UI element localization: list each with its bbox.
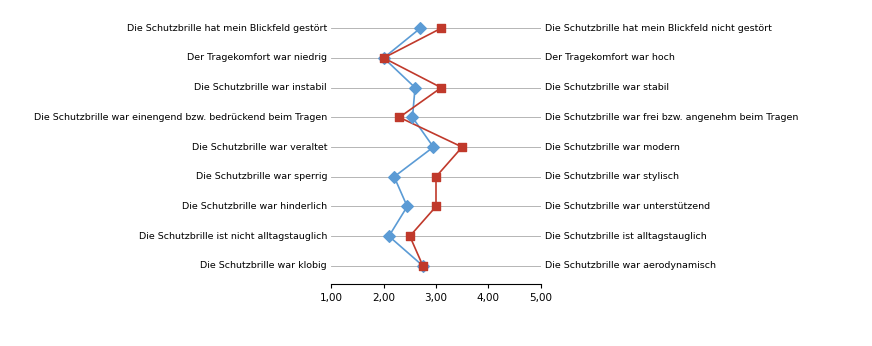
Point [455,144,469,150]
Point [429,174,443,180]
Text: Der Tragekomfort war hoch: Der Tragekomfort war hoch [545,53,675,62]
Text: Die Schutzbrille ist alltagstauglich: Die Schutzbrille ist alltagstauglich [545,232,706,241]
Text: Die Schutzbrille war stabil: Die Schutzbrille war stabil [545,83,669,92]
Point [426,144,440,150]
Text: Die Schutzbrille war frei bzw. angenehm beim Tragen: Die Schutzbrille war frei bzw. angenehm … [545,113,799,122]
Text: Die Schutzbrille war einengend bzw. bedrückend beim Tragen: Die Schutzbrille war einengend bzw. bedr… [34,113,327,122]
Text: Die Schutzbrille war modern: Die Schutzbrille war modern [545,143,680,152]
Text: Die Schutzbrille war instabil: Die Schutzbrille war instabil [194,83,327,92]
Point [387,174,401,180]
Text: Die Schutzbrille war veraltet: Die Schutzbrille war veraltet [192,143,327,152]
Text: Die Schutzbrille ist nicht alltagstauglich: Die Schutzbrille ist nicht alltagstaugli… [139,232,327,241]
Point [413,26,427,31]
Text: Die Schutzbrille war unterstützend: Die Schutzbrille war unterstützend [545,202,710,211]
Point [400,204,414,209]
Point [377,55,391,61]
Point [434,85,448,90]
Point [403,234,417,239]
Text: Die Schutzbrille war hinderlich: Die Schutzbrille war hinderlich [182,202,327,211]
Text: Die Schutzbrille hat mein Blickfeld gestört: Die Schutzbrille hat mein Blickfeld gest… [126,24,327,33]
Point [405,115,419,120]
Text: Der Tragekomfort war niedrig: Der Tragekomfort war niedrig [187,53,327,62]
Point [416,263,430,268]
Point [382,234,396,239]
Point [377,55,391,61]
Point [416,263,430,268]
Point [434,26,448,31]
Point [408,85,422,90]
Text: Die Schutzbrille war aerodynamisch: Die Schutzbrille war aerodynamisch [545,261,716,270]
Text: Die Schutzbrille war klobig: Die Schutzbrille war klobig [201,261,327,270]
Point [392,115,406,120]
Point [429,204,443,209]
Text: Die Schutzbrille hat mein Blickfeld nicht gestört: Die Schutzbrille hat mein Blickfeld nich… [545,24,772,33]
Text: Die Schutzbrille war sperrig: Die Schutzbrille war sperrig [195,172,327,181]
Text: Die Schutzbrille war stylisch: Die Schutzbrille war stylisch [545,172,679,181]
